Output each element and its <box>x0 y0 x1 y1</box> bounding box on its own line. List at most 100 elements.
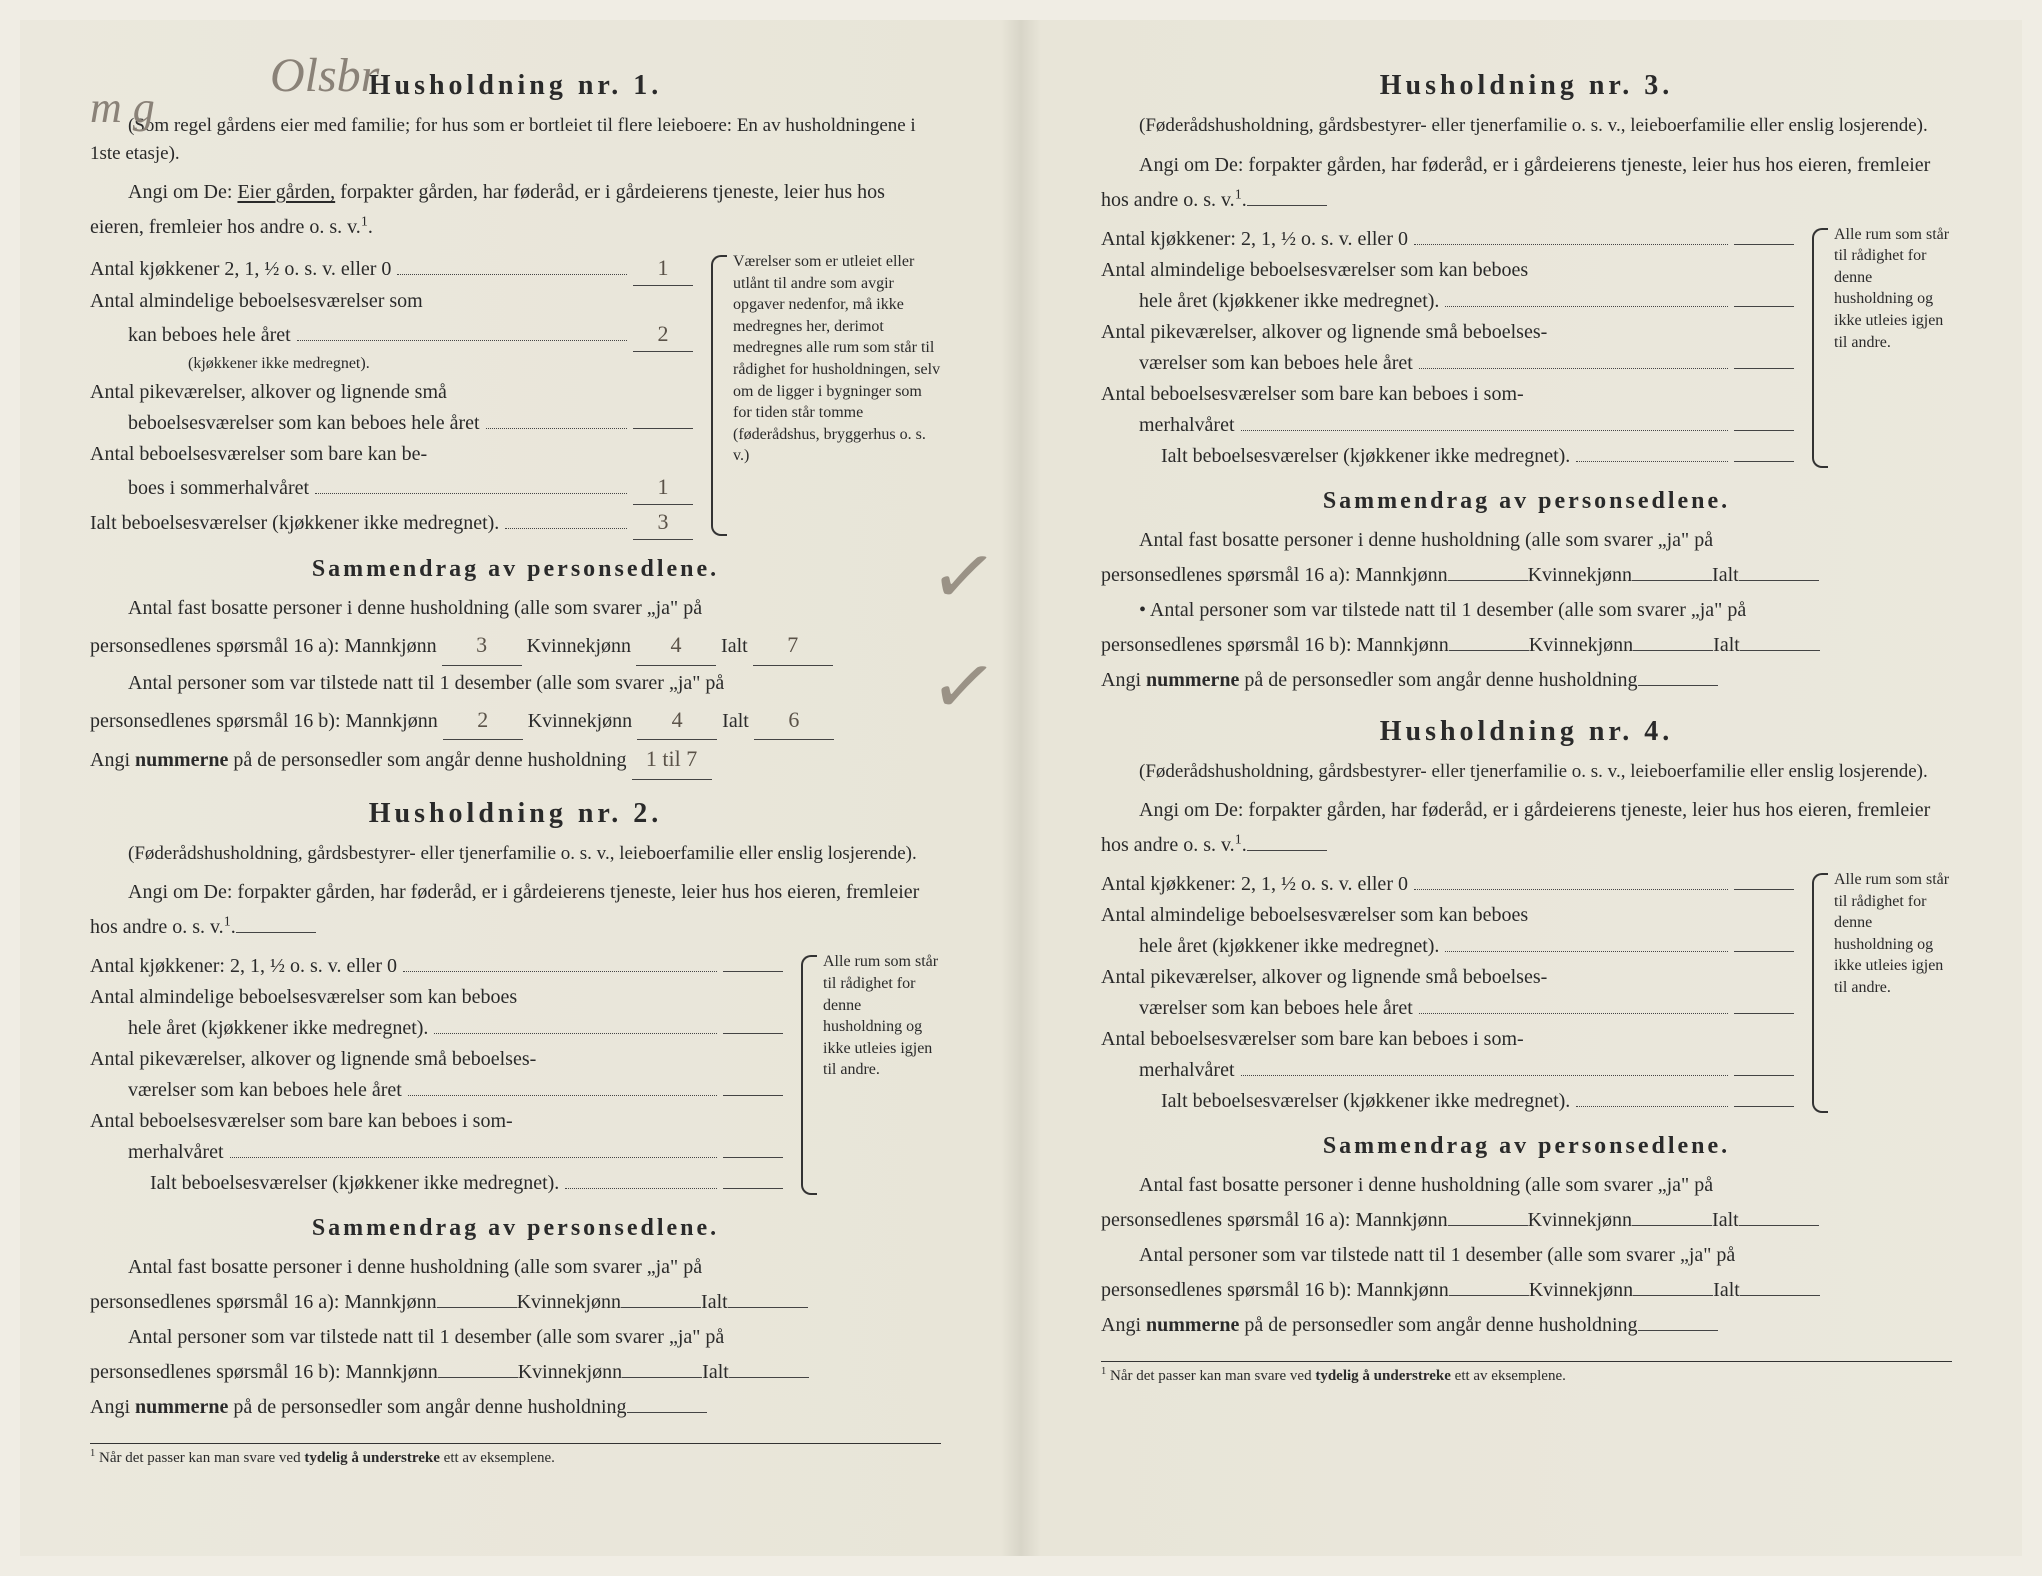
hh2-angi-t: Angi om De: forpakter gården, har føderå… <box>90 881 919 938</box>
h3nb: nummerne <box>1146 669 1239 691</box>
handwriting-margin: m g <box>90 82 155 133</box>
h4sv <box>1734 1075 1794 1076</box>
hh1-angi: Angi om De: Eier gården, forpakter gårde… <box>90 175 941 245</box>
hh2-title: Husholdning nr. 2. <box>90 798 941 830</box>
handwriting-top: Olsbr <box>270 48 379 103</box>
h3i2: Ialt <box>1713 634 1740 656</box>
kk-l2: Kvinnekjønn <box>528 710 632 732</box>
h3-st: Sammendrag av personsedlene. <box>1101 488 1952 515</box>
h3t: Ialt beboelsesværelser (kjøkkener ikke m… <box>1101 441 1570 472</box>
h2k2: Kvinnekjønn <box>518 1361 622 1383</box>
h3iv2 <box>1740 650 1820 651</box>
kitchens-label: Antal kjøkkener 2, 1, ½ o. s. v. eller 0 <box>90 254 391 285</box>
h4-st: Sammendrag av personsedlene. <box>1101 1133 1952 1160</box>
household-2: Husholdning nr. 2. (Føderådshusholdning,… <box>90 798 941 1426</box>
h2nb: nummerne <box>135 1396 228 1418</box>
fn2-r: ett av eksemplene. <box>1455 1368 1566 1384</box>
ialt-l: Ialt <box>721 635 748 657</box>
h2kv1 <box>621 1307 701 1308</box>
hh4-intro: (Føderådshusholdning, gårdsbestyrer- ell… <box>1101 758 1952 786</box>
household-3: Husholdning nr. 3. (Føderådshusholdning,… <box>1101 70 1952 698</box>
h2ab: værelser som kan beboes hele året <box>90 1075 402 1106</box>
h2kv2 <box>622 1377 702 1378</box>
h4s1b: personsedlenes spørsmål 16 a): Mannkjønn… <box>1101 1203 1952 1238</box>
h2s1b: personsedlenes spørsmål 16 a): Mannkjønn… <box>90 1285 941 1320</box>
h2av <box>723 1095 783 1096</box>
h4tv <box>1734 1106 1794 1107</box>
mk16b: 2 <box>443 701 523 741</box>
rooms-b: kan beboes hele året <box>90 320 291 351</box>
h2kv <box>723 971 783 972</box>
ialt16a: 7 <box>753 626 833 666</box>
sum1b-label: personsedlenes spørsmål 16 a): Mannkjønn <box>90 635 437 657</box>
h2-side: Alle rum som står til rådighet for denne… <box>801 951 941 1199</box>
hh2-angi: Angi om De: forpakter gården, har føderå… <box>90 875 941 945</box>
h4nr: på de personsedler som angår denne husho… <box>1244 1314 1637 1336</box>
h2s1bl: personsedlenes spørsmål 16 a): Mannkjønn <box>90 1291 437 1313</box>
summer-val: 1 <box>633 470 693 505</box>
hh4-angi-t: Angi om De: forpakter gården, har føderå… <box>1101 799 1930 856</box>
h3nv <box>1638 685 1718 686</box>
h3aa: Antal pikeværelser, alkover og lignende … <box>1101 317 1547 348</box>
summer-a: Antal beboelsesværelser som bare kan be- <box>90 439 427 470</box>
footnote-left: 1 Når det passer kan man svare ved tydel… <box>90 1443 941 1467</box>
sum2b: personsedlenes spørsmål 16 b): Mannkjønn… <box>90 701 941 741</box>
left-page: Husholdning nr. 1. (Som regel gårdens ei… <box>20 20 1021 1556</box>
h2s2bl: personsedlenes spørsmål 16 b): Mannkjønn <box>90 1361 438 1383</box>
h4s2a: Antal personer som var tilstede natt til… <box>1101 1238 1952 1273</box>
check-mark-1: ✓ <box>924 526 1003 628</box>
h2-st: Sammendrag av personsedlene. <box>90 1215 941 1242</box>
h2s2a: Antal personer som var tilstede natt til… <box>90 1320 941 1355</box>
h3k2: Kvinnekjønn <box>1529 634 1633 656</box>
rooms-val: 2 <box>633 317 693 352</box>
h2ra: Antal almindelige beboelsesværelser som … <box>90 982 517 1013</box>
h4rv <box>1734 951 1794 952</box>
alcove-val <box>633 428 693 429</box>
h4k2: Kvinnekjønn <box>1529 1279 1633 1301</box>
hh2-intro: (Føderådshusholdning, gårdsbestyrer- ell… <box>90 840 941 868</box>
hh1-intro: (Som regel gårdens eier med familie; for… <box>90 112 941 167</box>
num-r: på de personsedler som angår denne husho… <box>233 749 626 771</box>
h2sv <box>723 1157 783 1158</box>
hh4-angi: Angi om De: forpakter gården, har føderå… <box>1101 793 1952 863</box>
h4av <box>1734 1013 1794 1014</box>
sum2b-label: personsedlenes spørsmål 16 b): Mannkjønn <box>90 710 438 732</box>
alcove-b: beboelsesværelser som kan beboes hele år… <box>90 408 480 439</box>
h3ra: Antal almindelige beboelsesværelser som … <box>1101 255 1528 286</box>
h2rv <box>723 1033 783 1034</box>
h4iv2 <box>1740 1295 1820 1296</box>
sum1a: Antal fast bosatte personer i denne hush… <box>90 591 941 626</box>
h4t: Ialt beboelsesværelser (kjøkkener ikke m… <box>1101 1086 1570 1117</box>
h4num: Angi nummerne på de personsedler som ang… <box>1101 1308 1952 1343</box>
kk16b: 4 <box>637 701 717 741</box>
h4s1a: Antal fast bosatte personer i denne hush… <box>1101 1168 1952 1203</box>
h2k1: Kvinnekjønn <box>517 1291 621 1313</box>
h2m2 <box>438 1377 518 1378</box>
h3m1 <box>1448 580 1528 581</box>
h3kv <box>1734 244 1794 245</box>
h3k: Antal kjøkkener: 2, 1, ½ o. s. v. eller … <box>1101 224 1408 255</box>
h3sa: Antal beboelsesværelser som bare kan beb… <box>1101 379 1524 410</box>
h2i1: Ialt <box>701 1291 728 1313</box>
h3av <box>1734 368 1794 369</box>
hh3-angi-blank <box>1247 205 1327 206</box>
hh3-intro: (Føderådshusholdning, gårdsbestyrer- ell… <box>1101 112 1952 140</box>
fn2-t: Når det passer kan man svare ved <box>1110 1368 1312 1384</box>
fn-r: ett av eksemplene. <box>444 1450 555 1466</box>
h3s1bl: personsedlenes spørsmål 16 a): Mannkjønn <box>1101 564 1448 586</box>
h3ab: værelser som kan beboes hele året <box>1101 348 1413 379</box>
num-v: 1 til 7 <box>632 740 712 780</box>
h3num: Angi nummerne på de personsedler som ang… <box>1101 663 1952 698</box>
hh1-summary-title: Sammendrag av personsedlene. <box>90 556 941 583</box>
h3s1a: Antal fast bosatte personer i denne hush… <box>1101 523 1952 558</box>
kk-l: Kvinnekjønn <box>527 635 631 657</box>
kk16a: 4 <box>636 626 716 666</box>
h4m1 <box>1448 1225 1528 1226</box>
h3sb: merhalvåret <box>1101 410 1235 441</box>
total-label: Ialt beboelsesværelser (kjøkkener ikke m… <box>90 508 499 539</box>
ialt16b: 6 <box>754 701 834 741</box>
kitchens-val: 1 <box>633 251 693 286</box>
h3nr: på de personsedler som angår denne husho… <box>1244 669 1637 691</box>
num-b: nummerne <box>135 749 228 771</box>
numline: Angi nummerne på de personsedler som ang… <box>90 740 941 780</box>
